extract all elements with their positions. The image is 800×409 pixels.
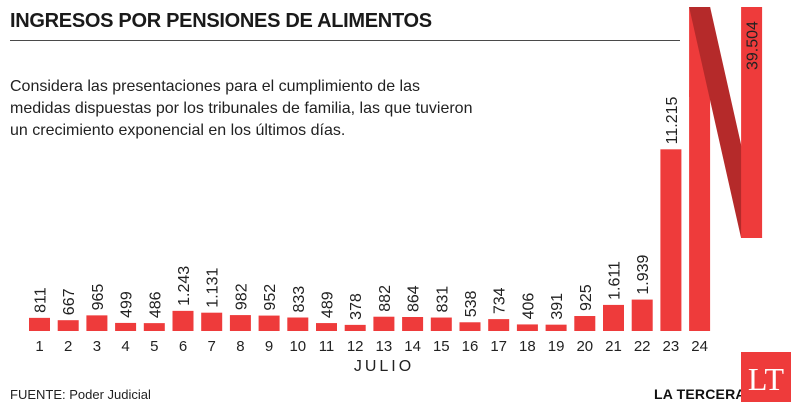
value-label-7: 1.131 — [205, 268, 222, 308]
x-tick-11: 11 — [319, 338, 335, 355]
x-tick-3: 3 — [93, 338, 101, 355]
bar-24 — [689, 7, 763, 331]
x-tick-6: 6 — [179, 338, 187, 355]
value-label-11: 489 — [320, 291, 337, 318]
x-tick-5: 5 — [150, 338, 158, 355]
bar-1 — [29, 317, 50, 331]
value-label-4: 499 — [119, 291, 136, 318]
bar-12 — [344, 324, 366, 331]
bar-19 — [545, 324, 567, 331]
x-tick-4: 4 — [121, 338, 129, 355]
value-label-3: 965 — [90, 284, 107, 311]
value-label-8: 982 — [233, 283, 250, 310]
bar-14 — [402, 317, 424, 331]
x-tick-19: 19 — [548, 338, 565, 355]
value-label-5: 486 — [147, 291, 164, 318]
bar-8 — [229, 315, 251, 331]
value-label-18: 406 — [520, 293, 537, 320]
bar-10 — [287, 317, 309, 331]
brand-logo: LT — [741, 352, 791, 402]
value-label-2: 667 — [61, 288, 78, 315]
chart-subtitle: Considera las presentaciones para el cum… — [10, 78, 473, 139]
bars — [29, 7, 763, 331]
x-tick-16: 16 — [462, 338, 479, 355]
title-divider — [10, 40, 680, 41]
x-tick-22: 22 — [634, 338, 651, 355]
bar-17 — [488, 319, 510, 331]
x-axis-label: JULIO — [354, 358, 414, 375]
brand-name: LA TERCERA — [654, 386, 746, 402]
bar-6 — [172, 310, 194, 331]
bar-20 — [574, 316, 596, 331]
value-label-16: 538 — [463, 290, 480, 317]
value-label-14: 864 — [406, 285, 423, 312]
brand-logo-text: LT — [748, 361, 785, 397]
x-tick-24: 24 — [691, 338, 708, 355]
x-tick-14: 14 — [404, 338, 421, 355]
value-label-17: 734 — [492, 287, 509, 314]
value-label-13: 882 — [377, 285, 394, 312]
bar-5 — [143, 323, 165, 331]
value-label-19: 391 — [549, 293, 566, 320]
x-tick-15: 15 — [433, 338, 450, 355]
bar-2 — [57, 320, 79, 331]
x-tick-23: 23 — [663, 338, 680, 355]
value-label-12: 378 — [348, 293, 365, 320]
bar-3 — [86, 315, 108, 331]
x-tick-17: 17 — [490, 338, 507, 355]
value-label-21: 1.611 — [607, 261, 624, 300]
value-label-24: 39.504 — [745, 21, 762, 70]
x-tick-9: 9 — [265, 338, 273, 355]
value-label-20: 925 — [578, 284, 595, 311]
value-label-15: 831 — [434, 286, 451, 313]
x-tick-2: 2 — [64, 338, 72, 355]
bar-22 — [631, 299, 653, 331]
bar-11 — [316, 323, 337, 331]
x-tick-13: 13 — [376, 338, 393, 355]
x-tick-12: 12 — [347, 338, 364, 355]
x-tick-7: 7 — [208, 338, 216, 355]
x-tick-labels: 1 2 3 4 5 6 7 8 9 10 11 12 13 14 15 16 17 18 19 20 21 22 23 24 — [35, 338, 708, 355]
x-tick-10: 10 — [289, 338, 306, 355]
bar-18 — [516, 324, 538, 331]
bar-16 — [459, 322, 481, 331]
value-label-10: 833 — [291, 286, 308, 313]
x-tick-21: 21 — [605, 338, 622, 355]
bar-13 — [373, 316, 395, 331]
x-tick-20: 20 — [576, 338, 593, 355]
value-label-23: 11.215 — [664, 96, 681, 144]
value-label-6: 1.243 — [176, 266, 193, 306]
bar-15 — [430, 317, 452, 331]
chart-title: INGRESOS POR PENSIONES DE ALIMENTOS — [10, 10, 432, 32]
x-tick-18: 18 — [519, 338, 536, 355]
bar-7 — [201, 312, 223, 331]
x-tick-8: 8 — [236, 338, 244, 355]
value-label-9: 952 — [262, 284, 279, 311]
bar-4 — [115, 322, 137, 331]
value-label-1: 811 — [33, 287, 50, 313]
bar-23 — [660, 149, 682, 331]
source-note: FUENTE: Poder Judicial — [10, 387, 151, 402]
bar-9 — [258, 315, 280, 331]
value-labels: 811 667 965 499 486 1.243 1.131 982 952 833 489 378… — [33, 21, 762, 320]
bar-21 — [603, 304, 624, 331]
x-tick-1: 1 — [35, 338, 43, 355]
value-label-22: 1.939 — [635, 254, 652, 294]
